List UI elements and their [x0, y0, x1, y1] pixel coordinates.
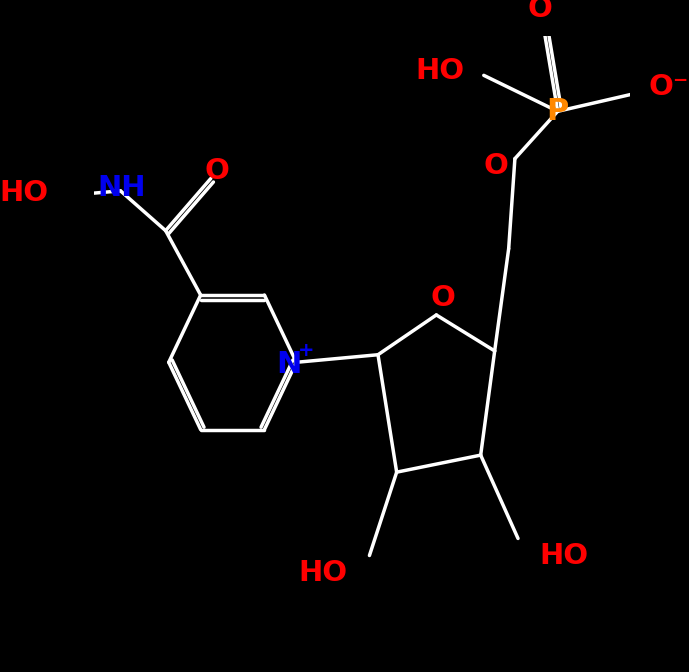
Text: +: + [298, 341, 314, 360]
Text: NH: NH [98, 174, 146, 202]
Text: HO: HO [0, 179, 49, 207]
Text: O⁻: O⁻ [649, 73, 689, 101]
Text: O: O [205, 157, 229, 185]
Text: O: O [430, 284, 455, 312]
Text: HO: HO [539, 542, 589, 569]
Text: O: O [483, 153, 508, 180]
Text: HO: HO [298, 558, 348, 587]
Text: P: P [546, 97, 569, 126]
Text: HO: HO [415, 56, 464, 85]
Text: N: N [276, 349, 301, 379]
Text: O: O [527, 0, 552, 23]
